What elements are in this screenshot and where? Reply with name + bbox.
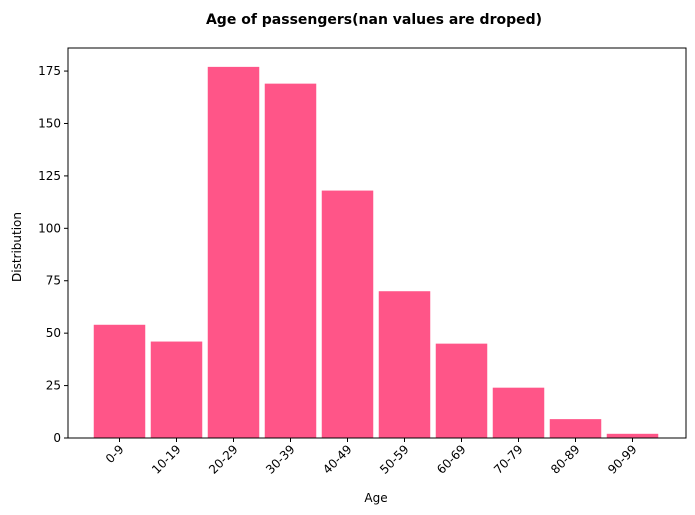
x-tick-label: 40-49 bbox=[320, 442, 355, 477]
y-tick-label: 75 bbox=[46, 274, 61, 288]
bar-90-99 bbox=[606, 433, 659, 438]
x-tick-label: 20-29 bbox=[206, 442, 241, 477]
chart-title: Age of passengers(nan values are droped) bbox=[206, 12, 542, 28]
bars-group bbox=[93, 66, 659, 438]
y-axis-label: Distribution bbox=[10, 212, 24, 282]
bar-10-19 bbox=[150, 341, 203, 438]
y-tick-label: 150 bbox=[38, 116, 61, 130]
y-axis: 0 25 50 75 100 125 150 175 bbox=[38, 64, 68, 445]
x-tick-label: 10-19 bbox=[149, 442, 184, 477]
y-tick-label: 175 bbox=[38, 64, 61, 78]
bar-60-69 bbox=[435, 343, 488, 438]
x-tick-label: 80-89 bbox=[548, 442, 583, 477]
x-tick-label: 90-99 bbox=[605, 442, 640, 477]
plot-frame bbox=[67, 47, 687, 439]
bar-0-9 bbox=[93, 324, 146, 438]
bar-20-29 bbox=[207, 66, 260, 438]
y-tick-label: 125 bbox=[38, 169, 61, 183]
y-tick-label: 100 bbox=[38, 221, 61, 235]
bar-30-39 bbox=[264, 83, 317, 438]
x-axis-label: Age bbox=[364, 491, 387, 505]
bar-80-89 bbox=[549, 419, 602, 438]
x-tick-label: 50-59 bbox=[377, 442, 412, 477]
bar-50-59 bbox=[378, 291, 431, 438]
x-tick-label: 60-69 bbox=[434, 442, 469, 477]
x-axis: 0-9 10-19 20-29 30-39 40-49 50-59 60-69 70-79 80… bbox=[103, 438, 640, 477]
y-tick-label: 50 bbox=[46, 326, 61, 340]
x-tick-label: 0-9 bbox=[103, 442, 127, 466]
bar-40-49 bbox=[321, 190, 374, 438]
y-tick-label: 0 bbox=[53, 431, 61, 445]
y-tick-label: 25 bbox=[46, 379, 61, 393]
x-tick-label: 70-79 bbox=[491, 442, 526, 477]
x-tick-label: 30-39 bbox=[263, 442, 298, 477]
bar-70-79 bbox=[492, 387, 545, 438]
